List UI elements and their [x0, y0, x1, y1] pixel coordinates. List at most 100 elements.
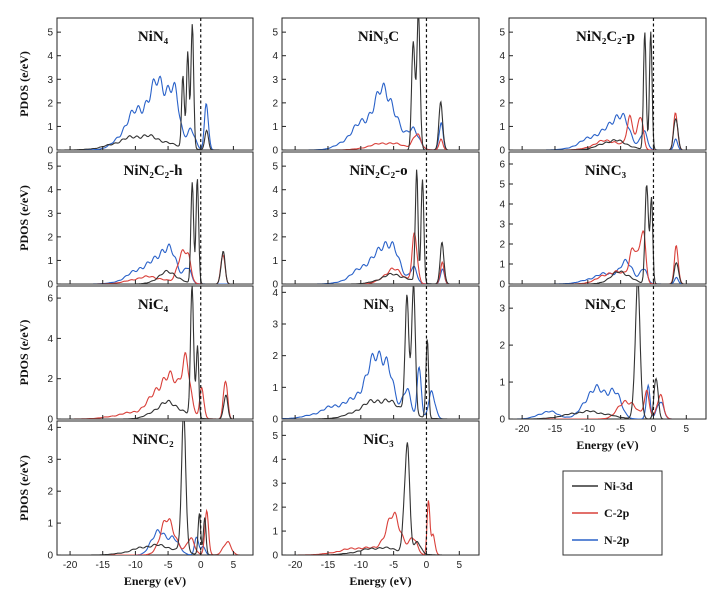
y-axis-label: PDOS (e/eV): [17, 455, 31, 521]
x-axis-label: Energy (eV): [124, 574, 186, 588]
series-line-n-2p: [282, 82, 479, 150]
x-tick-label: -5: [389, 560, 398, 571]
y-tick-label: 0: [272, 551, 278, 562]
panel-nin-c-p: 0 1 2 3 4 5 NiN₂C₂-p: [499, 17, 707, 157]
y-tick-label: 3: [47, 455, 53, 466]
panel-nic: 0 2 4 6 NiC₄ PDOS (e/eV): [17, 285, 254, 426]
x-tick-label: -15: [96, 560, 111, 571]
x-tick-label: 5: [457, 560, 463, 571]
panel-nin-c-o: 0 1 2 3 4 5 NiN₂C₂-o: [272, 151, 480, 291]
x-tick-label: -20: [63, 560, 78, 571]
panel-title: NiNC₃: [585, 163, 627, 179]
panel-title: NiN₂C₂-p: [576, 29, 635, 45]
y-tick-label: 1: [272, 256, 278, 267]
y-tick-label: 3: [272, 75, 278, 86]
y-tick-label: 5: [272, 28, 278, 39]
series-line-c-2p: [509, 230, 706, 284]
plot-frame: [281, 285, 480, 420]
y-tick-label: 5: [499, 180, 505, 191]
legend-label-n2p: N-2p: [604, 533, 630, 547]
x-tick-label: -5: [164, 560, 173, 571]
series-line-n-2p: [282, 240, 479, 284]
y-tick-label: 3: [499, 304, 505, 315]
y-tick-label: 3: [499, 220, 505, 231]
legend-label-c2p: C-2p: [604, 506, 630, 520]
x-tick-label: -5: [616, 424, 625, 435]
y-axis-label: PDOS (e/eV): [17, 320, 31, 386]
y-tick-label: 0: [47, 146, 53, 157]
plot-frame: [281, 420, 480, 556]
y-tick-label: 4: [47, 423, 53, 434]
y-tick-label: 0: [272, 146, 278, 157]
y-tick-label: 0: [272, 415, 278, 426]
plot-frame: [508, 17, 707, 151]
y-tick-label: 3: [47, 75, 53, 86]
series-line-c-2p: [282, 500, 479, 555]
x-tick-label: -10: [581, 424, 596, 435]
y-tick-label: 1: [47, 122, 53, 133]
x-axis-label: Energy (eV): [576, 438, 638, 452]
series-line-ni-3d: [57, 179, 253, 284]
y-tick-label: 2: [47, 374, 53, 385]
panel-ninc: 0 1 2 3 4 -20 -15 -10 -5 0 5 NiNC₂ PDOS (e/eV) Energy…: [17, 420, 254, 588]
y-tick-label: 5: [47, 28, 53, 39]
series-line-n-2p: [57, 528, 253, 555]
y-tick-label: 2: [499, 98, 505, 109]
y-tick-label: 3: [272, 209, 278, 220]
x-tick-label: 0: [198, 560, 204, 571]
y-axis-label: PDOS (e/eV): [17, 185, 31, 251]
x-tick-label: -20: [288, 560, 303, 571]
panel-nic: 0 1 2 3 4 5 -20 -15 -10 -5 0 5 NiC₃ Energy (eV): [272, 420, 480, 588]
y-tick-label: 3: [272, 320, 278, 331]
y-tick-label: 4: [47, 51, 53, 62]
y-tick-label: 4: [499, 200, 505, 211]
y-tick-label: 0: [272, 280, 278, 291]
series-line-ni-3d: [509, 185, 706, 284]
y-tick-label: 6: [47, 294, 53, 305]
y-tick-label: 0: [47, 280, 53, 291]
series-line-ni-3d: [282, 442, 479, 555]
series-line-c-2p: [282, 133, 479, 150]
y-tick-label: 1: [47, 519, 53, 530]
y-tick-label: 1: [499, 378, 505, 389]
panel-title: NiN₄: [138, 29, 169, 45]
series-line-n-2p: [282, 350, 479, 419]
y-tick-label: 5: [47, 162, 53, 173]
y-tick-label: 4: [272, 51, 278, 62]
x-tick-label: 0: [424, 560, 430, 571]
panel-ninc: 0 1 2 3 4 5 6 NiNC₃: [499, 151, 707, 291]
x-tick-label: -15: [548, 424, 563, 435]
y-tick-label: 4: [272, 288, 278, 299]
y-tick-label: 2: [47, 98, 53, 109]
x-tick-label: 0: [651, 424, 657, 435]
legend-label-ni3d: Ni-3d: [604, 479, 633, 493]
series-line-ni-3d: [282, 286, 479, 419]
y-tick-label: 0: [499, 280, 505, 291]
y-tick-label: 2: [272, 351, 278, 362]
y-tick-label: 1: [47, 256, 53, 267]
series-line-c-2p: [509, 389, 706, 419]
y-tick-label: 2: [499, 341, 505, 352]
panel-nin-c: 0 1 2 3 4 5 NiN₃C: [272, 17, 480, 157]
series-line-c-2p: [509, 112, 706, 150]
y-tick-label: 4: [47, 185, 53, 196]
x-tick-label: 5: [231, 560, 237, 571]
y-tick-label: 0: [47, 551, 53, 562]
y-tick-label: 1: [272, 527, 278, 538]
plot-frame: [56, 17, 254, 151]
plot-frame: [56, 420, 254, 556]
y-tick-label: 1: [499, 260, 505, 271]
panel-nin-c-h: 0 1 2 3 4 5 NiN₂C₂-h PDOS (e/eV): [17, 151, 254, 291]
plot-frame: [281, 151, 480, 285]
series-line-c-2p: [57, 249, 253, 284]
x-tick-label: -10: [128, 560, 143, 571]
panel-nin: 0 1 2 3 4 NiN₃: [272, 285, 480, 426]
x-tick-label: 5: [684, 424, 690, 435]
y-tick-label: 5: [499, 28, 505, 39]
y-tick-label: 2: [47, 232, 53, 243]
y-tick-label: 4: [499, 51, 505, 62]
y-tick-label: 1: [499, 122, 505, 133]
y-tick-label: 3: [47, 209, 53, 220]
y-tick-label: 1: [272, 383, 278, 394]
